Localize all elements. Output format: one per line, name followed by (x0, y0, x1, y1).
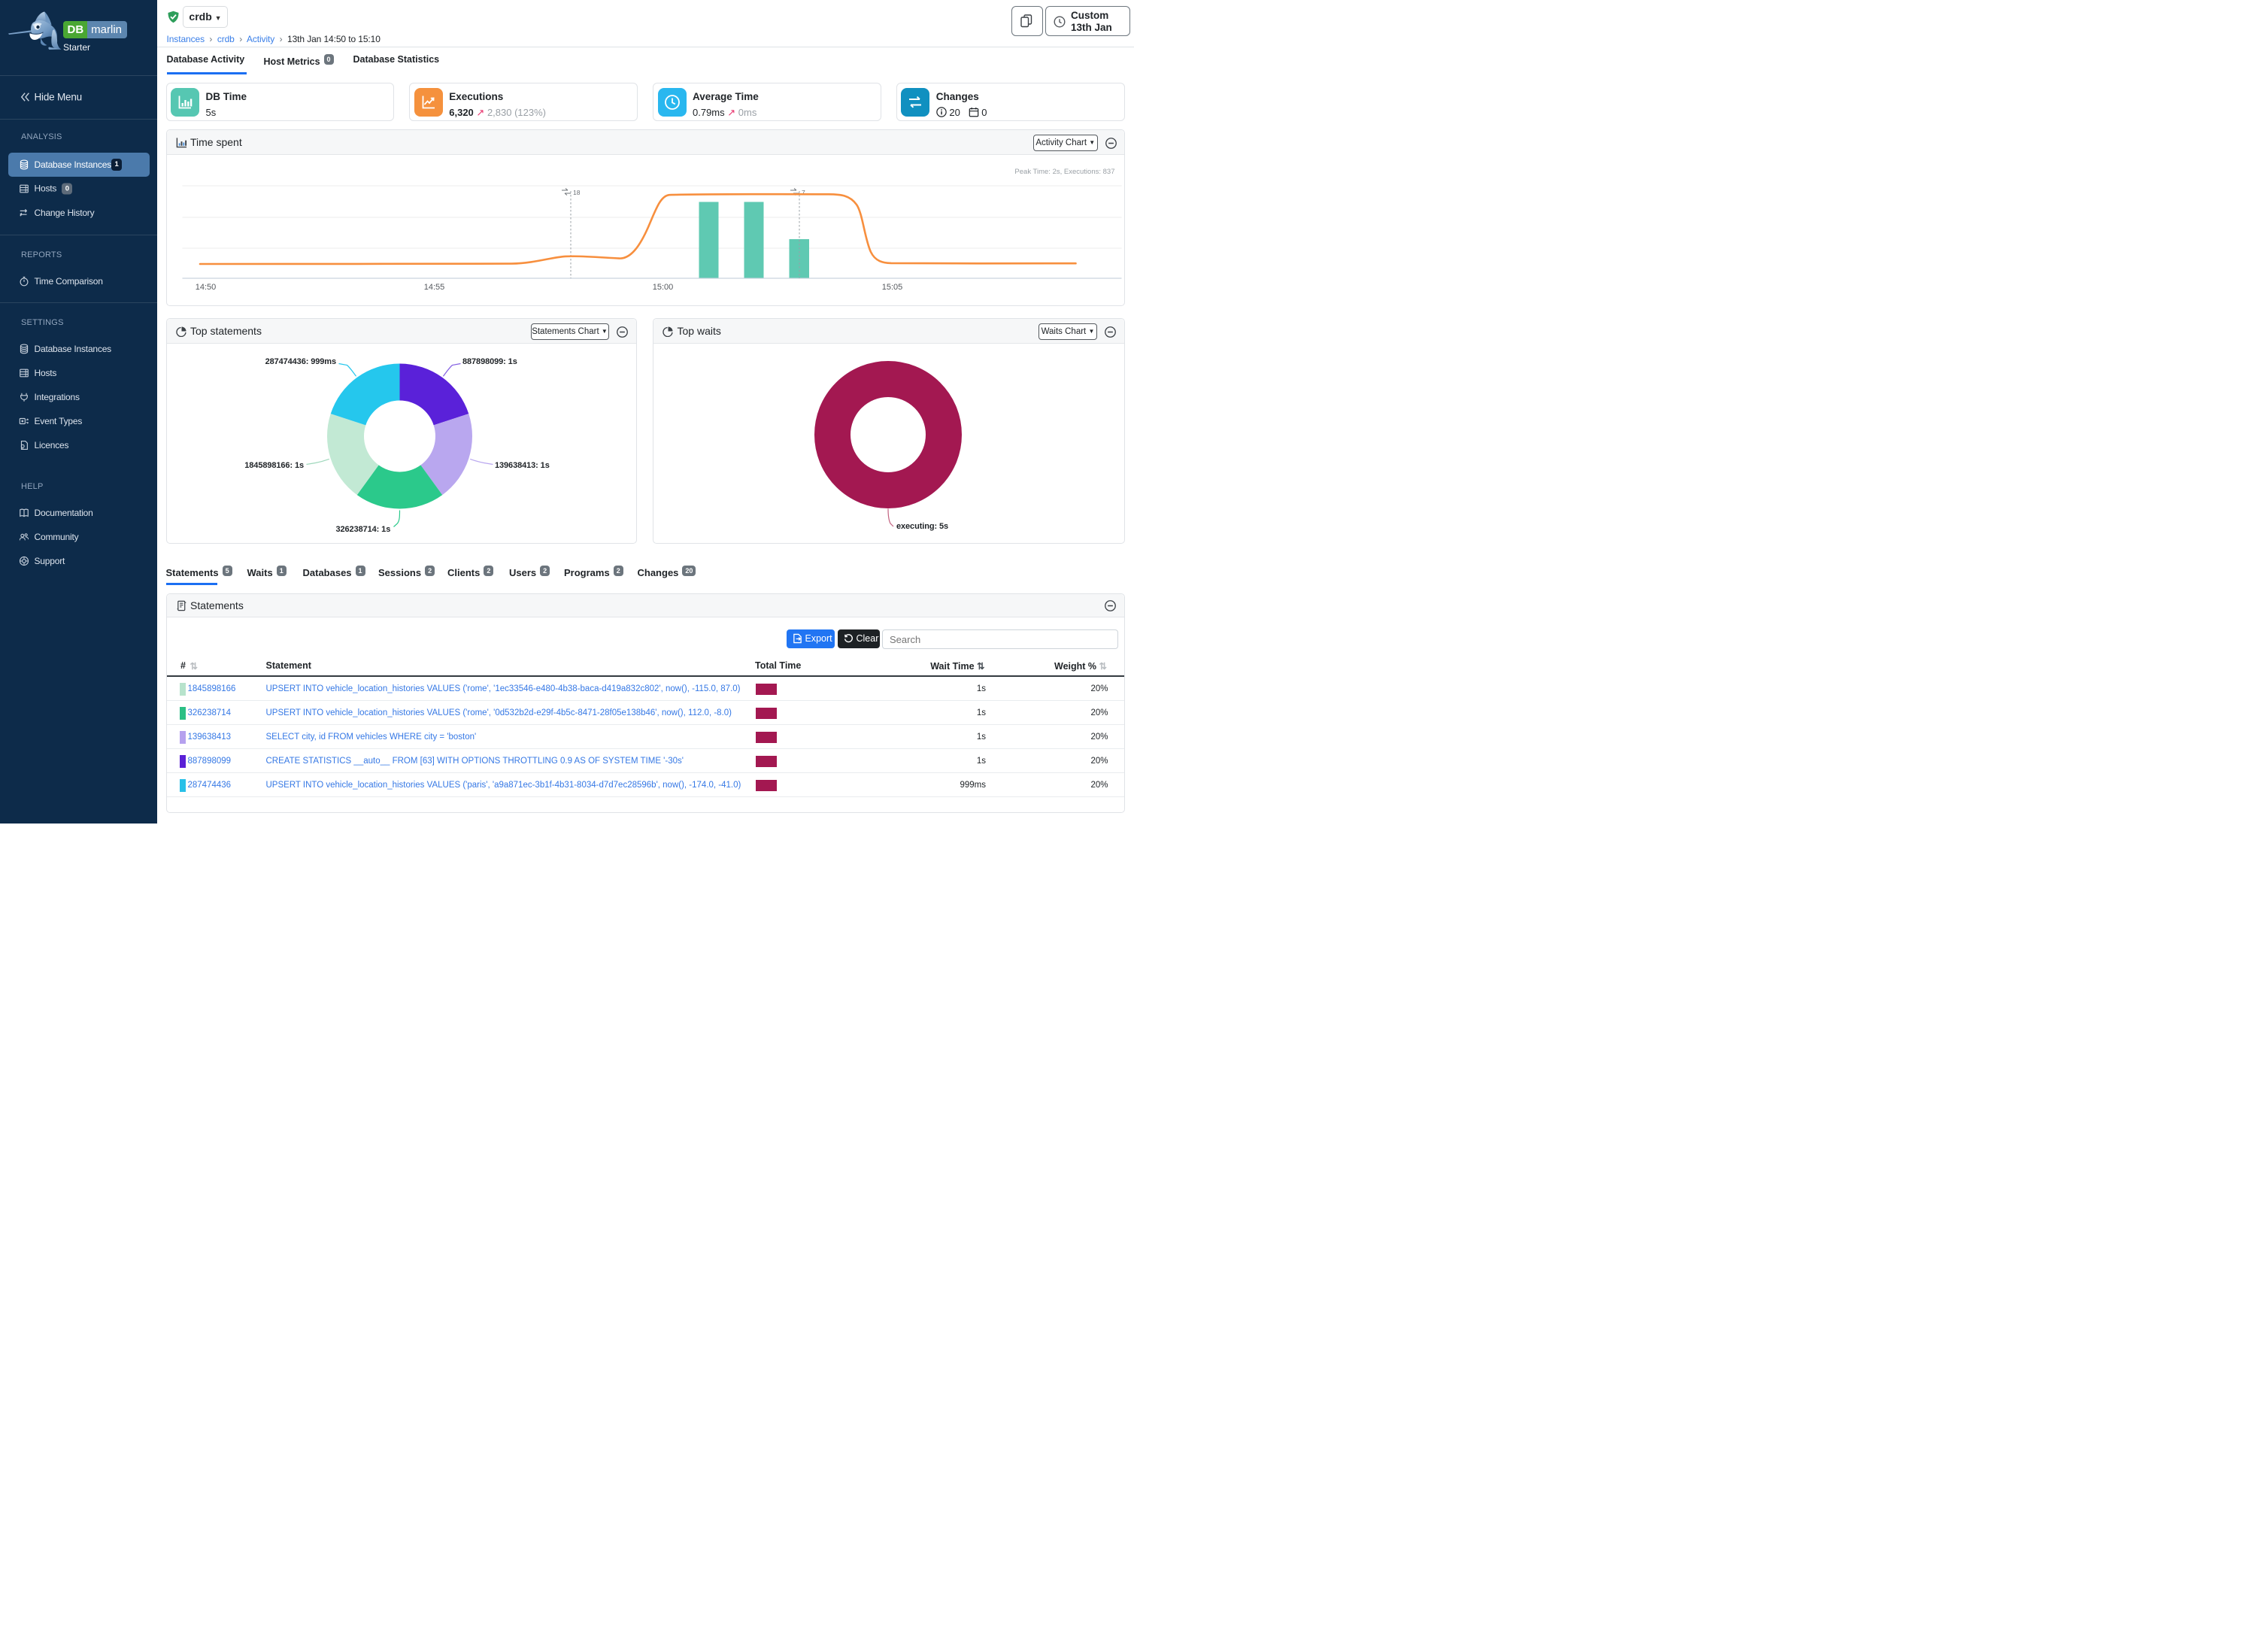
svg-text:14:55: 14:55 (423, 283, 444, 292)
svg-text:Peak Time: 2s, Executions: 837: Peak Time: 2s, Executions: 837 (1014, 168, 1114, 176)
svg-text:15:00: 15:00 (652, 283, 673, 292)
svg-text:14:50: 14:50 (195, 283, 216, 292)
svg-text:7: 7 (802, 189, 805, 196)
svg-text:15:05: 15:05 (881, 283, 902, 292)
svg-text:18: 18 (573, 189, 581, 196)
